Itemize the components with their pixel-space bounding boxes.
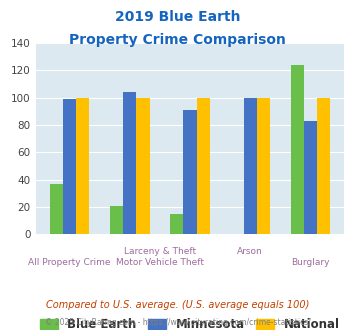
Bar [244,98,257,234]
Bar [304,121,317,234]
Bar [136,98,149,234]
Bar [50,184,63,234]
Text: All Property Crime: All Property Crime [28,257,111,267]
Bar [257,98,270,234]
Text: Larceny & Theft: Larceny & Theft [124,247,196,256]
Text: Arson: Arson [237,247,263,256]
Bar [317,98,330,234]
Bar [170,214,183,234]
Text: 2019 Blue Earth: 2019 Blue Earth [115,10,240,24]
Text: Property Crime Comparison: Property Crime Comparison [69,33,286,47]
Legend: Blue Earth, Minnesota, National: Blue Earth, Minnesota, National [36,313,344,330]
Bar [290,65,304,234]
Text: © 2025 CityRating.com - https://www.cityrating.com/crime-statistics/: © 2025 CityRating.com - https://www.city… [45,318,310,327]
Bar [123,92,136,234]
Bar [183,110,197,234]
Bar [63,99,76,234]
Bar [110,206,123,234]
Text: Burglary: Burglary [291,257,330,267]
Text: Compared to U.S. average. (U.S. average equals 100): Compared to U.S. average. (U.S. average … [46,300,309,310]
Bar [197,98,210,234]
Text: Motor Vehicle Theft: Motor Vehicle Theft [116,257,204,267]
Bar [76,98,89,234]
